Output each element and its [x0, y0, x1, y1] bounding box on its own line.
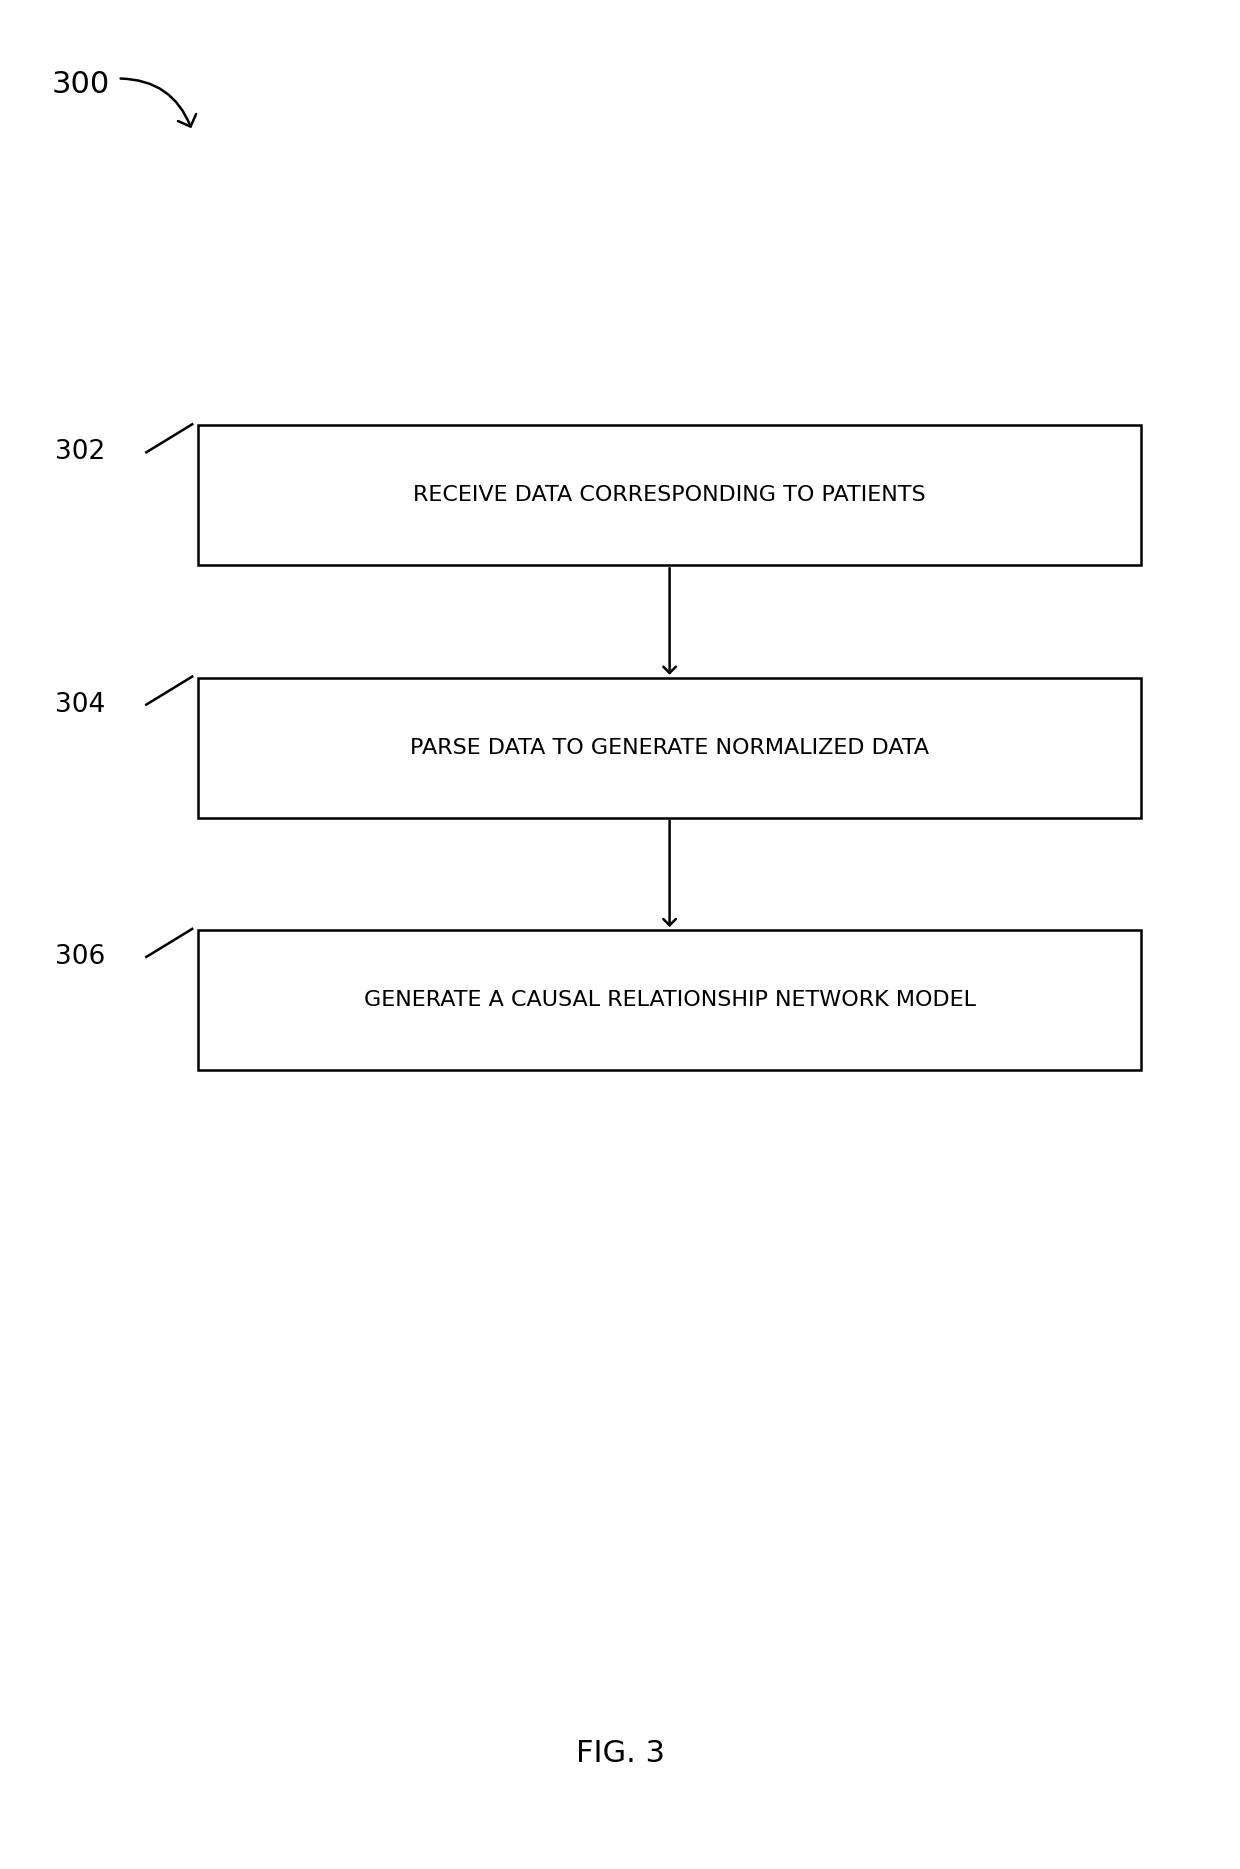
Text: RECEIVE DATA CORRESPONDING TO PATIENTS: RECEIVE DATA CORRESPONDING TO PATIENTS — [413, 486, 926, 505]
Text: 304: 304 — [55, 692, 105, 718]
Text: 302: 302 — [55, 439, 105, 465]
Text: 306: 306 — [55, 944, 105, 970]
Text: PARSE DATA TO GENERATE NORMALIZED DATA: PARSE DATA TO GENERATE NORMALIZED DATA — [410, 738, 929, 757]
FancyArrowPatch shape — [120, 78, 196, 127]
Text: GENERATE A CAUSAL RELATIONSHIP NETWORK MODEL: GENERATE A CAUSAL RELATIONSHIP NETWORK M… — [363, 991, 976, 1009]
Text: FIG. 3: FIG. 3 — [575, 1738, 665, 1768]
Bar — [198, 929, 1141, 1069]
Bar — [198, 677, 1141, 817]
Text: 300: 300 — [52, 69, 110, 99]
Bar — [198, 424, 1141, 564]
